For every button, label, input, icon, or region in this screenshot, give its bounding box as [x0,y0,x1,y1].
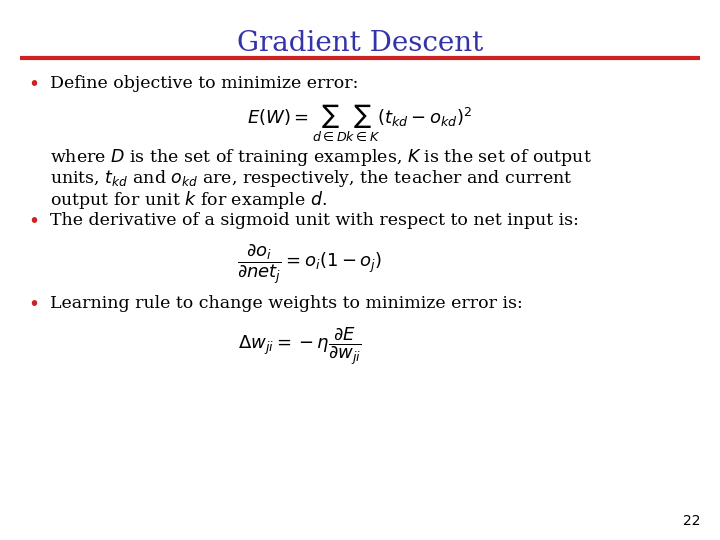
Text: 22: 22 [683,514,700,528]
Text: $\Delta w_{ji} = -\eta \dfrac{\partial E}{\partial w_{ji}}$: $\Delta w_{ji} = -\eta \dfrac{\partial E… [238,325,362,367]
Text: •: • [28,295,39,314]
Text: units, $t_{kd}$ and $o_{kd}$ are, respectively, the teacher and current: units, $t_{kd}$ and $o_{kd}$ are, respec… [50,168,572,189]
Text: The derivative of a sigmoid unit with respect to net input is:: The derivative of a sigmoid unit with re… [50,212,579,229]
Text: output for unit $k$ for example $d$.: output for unit $k$ for example $d$. [50,189,327,211]
Text: Define objective to minimize error:: Define objective to minimize error: [50,75,359,92]
Text: •: • [28,75,39,94]
Text: •: • [28,212,39,231]
Text: where $D$ is the set of training examples, $K$ is the set of output: where $D$ is the set of training example… [50,147,592,168]
Text: Gradient Descent: Gradient Descent [237,30,483,57]
Text: Learning rule to change weights to minimize error is:: Learning rule to change weights to minim… [50,295,523,312]
Text: $E(W) = \sum_{d \in D} \sum_{k \in K} (t_{kd} - o_{kd})^2$: $E(W) = \sum_{d \in D} \sum_{k \in K} (t… [248,103,472,144]
Text: $\dfrac{\partial o_i}{\partial net_j} = o_i(1 - o_j)$: $\dfrac{\partial o_i}{\partial net_j} = … [238,242,382,286]
